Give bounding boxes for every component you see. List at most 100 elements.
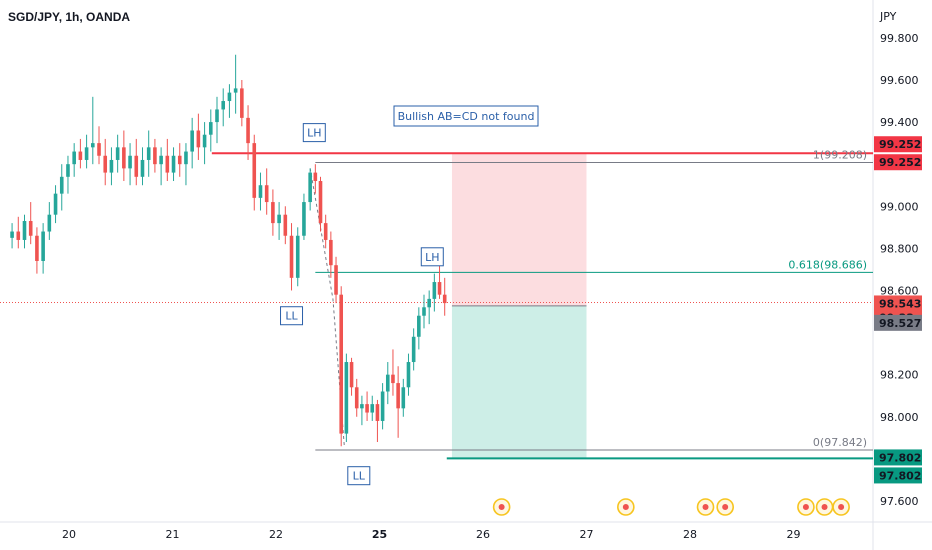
candle-body xyxy=(349,362,354,388)
candle-body xyxy=(78,151,83,160)
x-tick-label: 27 xyxy=(580,528,594,541)
candle-body xyxy=(196,130,201,148)
candle-body xyxy=(264,185,269,203)
candle-body xyxy=(240,88,244,118)
price-badge-text: 99.252 xyxy=(879,156,921,169)
candle-body xyxy=(115,147,120,160)
candle-body xyxy=(190,130,194,152)
y-tick-label: 98.200 xyxy=(880,369,919,382)
candle-body xyxy=(109,159,114,173)
candle-body xyxy=(66,164,70,177)
candle-body xyxy=(59,176,64,194)
candle-body xyxy=(72,151,76,165)
candle-body xyxy=(184,151,188,165)
candle-body xyxy=(84,147,89,160)
pattern-label-box[interactable] xyxy=(420,247,444,267)
candle-body xyxy=(202,134,207,148)
price-badge xyxy=(874,295,922,312)
event-marker-dot xyxy=(622,504,629,510)
candle-body xyxy=(134,155,139,177)
y-tick-label: 99.600 xyxy=(880,74,919,87)
candle-body xyxy=(252,143,257,198)
y-tick-label: 98.000 xyxy=(880,411,919,424)
candle-body xyxy=(215,109,219,123)
candle-body xyxy=(146,147,151,160)
candle-body xyxy=(365,404,369,413)
price-badge xyxy=(874,449,922,466)
x-tick-label: 22 xyxy=(269,528,283,541)
price-badge-text: 97.802 xyxy=(879,451,921,464)
y-tick-label: 98.800 xyxy=(880,242,919,255)
x-tick-label: 20 xyxy=(62,528,76,541)
candle-body xyxy=(308,172,312,203)
price-badge-text: 99.252 xyxy=(879,138,921,151)
candle-body xyxy=(277,214,281,224)
fib-label: 0.618(98.686) xyxy=(788,258,867,271)
candle-body xyxy=(283,214,288,236)
candle-body xyxy=(380,391,385,421)
candle-body xyxy=(233,88,238,93)
candle-body xyxy=(171,155,176,173)
candle-body xyxy=(437,282,442,295)
note-text: Bullish AB=CD not found xyxy=(398,110,535,123)
price-badge xyxy=(874,467,922,484)
candle-body xyxy=(271,202,275,224)
candle-body xyxy=(10,231,14,238)
candle-body xyxy=(427,298,431,308)
candle-body xyxy=(318,181,323,224)
event-marker-dot xyxy=(498,504,505,510)
candle-body xyxy=(221,101,226,110)
candle-body xyxy=(128,155,132,169)
stop-zone[interactable] xyxy=(451,153,587,306)
x-tick-label: 26 xyxy=(476,528,490,541)
price-badge xyxy=(874,314,922,331)
candle-body xyxy=(91,143,95,148)
price-badge-text: 98.527 xyxy=(879,317,921,330)
candle-body xyxy=(329,239,333,266)
candle-body xyxy=(334,265,338,295)
candle-body xyxy=(53,193,58,215)
candle-body xyxy=(375,404,380,421)
target-zone[interactable] xyxy=(451,305,587,459)
event-marker-dot xyxy=(722,504,729,510)
y-tick-label: 97.600 xyxy=(880,495,919,508)
candle-body xyxy=(16,231,21,240)
candle-body xyxy=(227,92,232,102)
price-badge-text: 97.802 xyxy=(879,469,921,482)
pattern-label-box[interactable] xyxy=(302,123,326,143)
candle-body xyxy=(153,147,157,165)
pattern-label: LL xyxy=(285,310,298,323)
currency-label: JPY xyxy=(879,10,897,23)
x-tick-label: 28 xyxy=(683,528,697,541)
pattern-label-box[interactable] xyxy=(347,466,371,486)
candle-body xyxy=(258,185,263,198)
candle-body xyxy=(422,307,426,316)
candle-body xyxy=(302,202,306,236)
candle-body xyxy=(344,362,349,434)
candle-body xyxy=(442,294,447,304)
candle-body xyxy=(323,223,328,240)
x-tick-label: 25 xyxy=(372,528,387,541)
candle-body xyxy=(22,221,27,240)
candle-body xyxy=(432,282,437,299)
candle-body xyxy=(97,143,101,156)
note-box[interactable] xyxy=(393,105,539,127)
candle-body xyxy=(208,122,213,135)
pattern-label: LH xyxy=(307,127,321,140)
candle-body xyxy=(295,235,300,278)
event-marker-dot xyxy=(821,504,828,510)
pattern-label-box[interactable] xyxy=(280,306,304,326)
candle-body xyxy=(103,155,108,173)
candle-body xyxy=(246,117,250,144)
candle-body xyxy=(396,383,400,409)
price-badge xyxy=(874,136,922,153)
candle-body xyxy=(354,387,359,409)
pattern-label: LH xyxy=(425,251,439,264)
candle-body xyxy=(385,374,390,392)
y-tick-label: 99.000 xyxy=(880,200,919,213)
candle-body xyxy=(177,155,182,165)
candle-body xyxy=(401,387,406,409)
event-marker-dot xyxy=(802,504,809,510)
price-badge xyxy=(874,154,922,171)
